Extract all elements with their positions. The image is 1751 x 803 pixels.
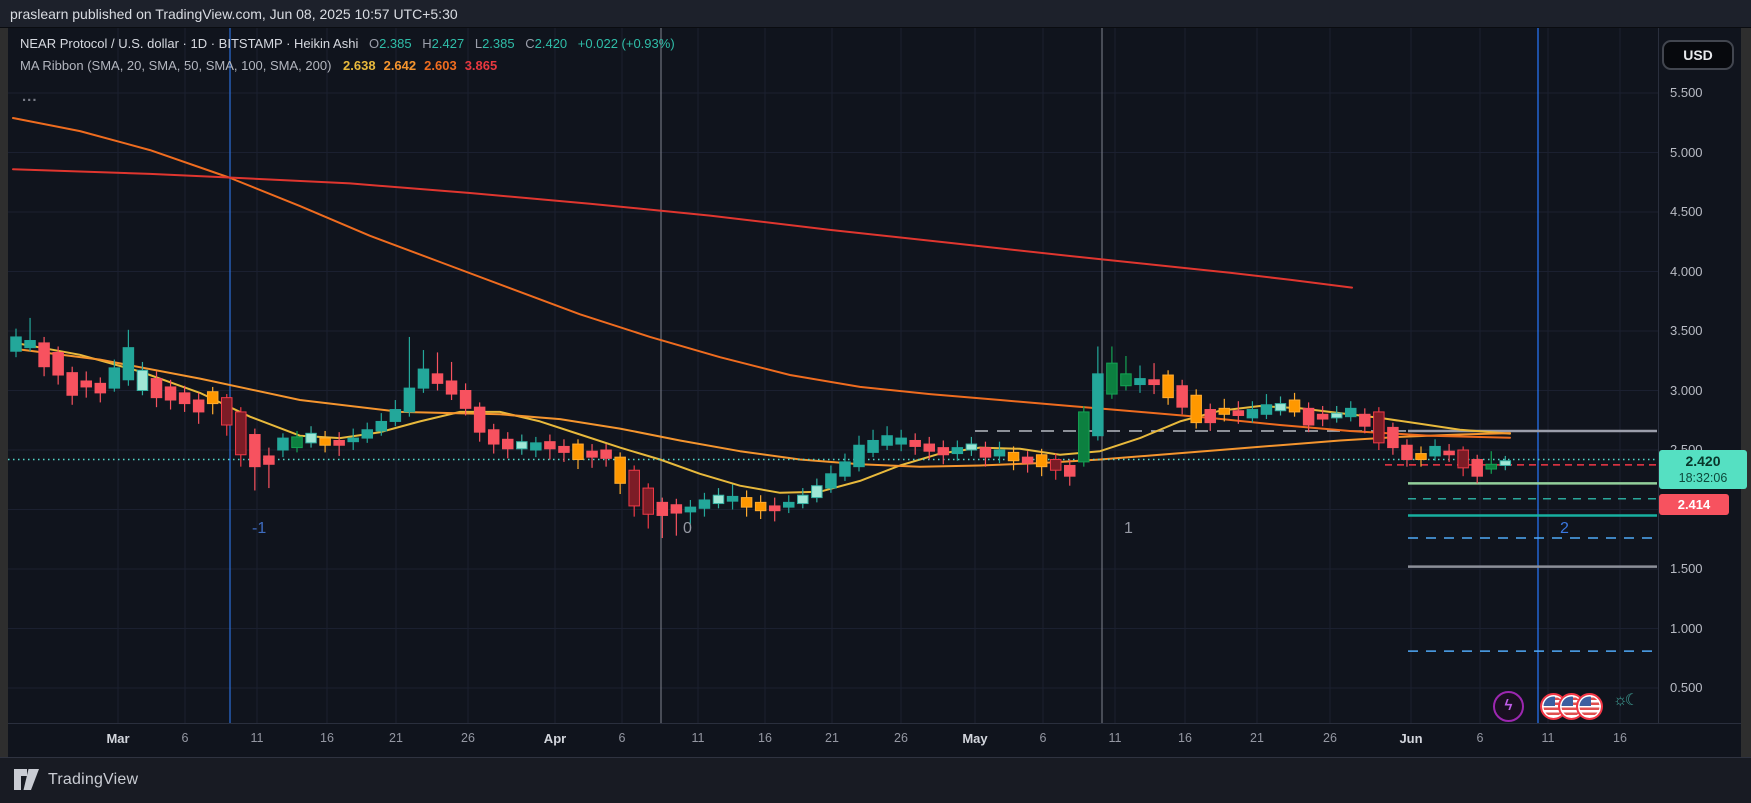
time-tick-label: 11 [1108, 731, 1122, 745]
change-value: +0.022 (+0.93%) [577, 36, 675, 51]
price-axis-column[interactable]: 5.5005.0004.5004.0003.5003.0002.5002.000… [1658, 28, 1741, 723]
ma-ribbon-row[interactable]: MA Ribbon (SMA, 20, SMA, 50, SMA, 100, S… [20, 58, 675, 73]
time-tick-label: Mar [106, 731, 130, 746]
tradingview-logo[interactable]: TradingView [13, 768, 138, 791]
right-edge-gutter [1741, 28, 1751, 757]
ma-value: 2.642 [383, 58, 417, 73]
low-value: 2.385 [482, 36, 515, 51]
price-tick-label: 1.500 [1670, 561, 1703, 576]
publish-banner: praslearn published on TradingView.com, … [0, 0, 1751, 28]
ma-value: 3.865 [464, 58, 498, 73]
low-label: L [474, 36, 483, 51]
symbol-title-row[interactable]: NEAR Protocol / U.S. dollar · 1D · BITST… [20, 36, 675, 51]
chart-plot-background [8, 28, 1658, 723]
price-tick-label: 1.000 [1670, 620, 1703, 636]
close-label: C [525, 36, 535, 51]
current-price-label[interactable]: 2.420 18:32:06 [1659, 450, 1747, 489]
open-value: 2.385 [379, 36, 412, 51]
ma-value: 2.638 [343, 58, 376, 73]
price-tick-label: 3.500 [1670, 323, 1703, 338]
currency-usd-button[interactable]: USD [1662, 40, 1734, 70]
time-tick-label: 21 [389, 731, 403, 745]
price-tick-label: 5.500 [1670, 85, 1703, 100]
tradingview-logo-text: TradingView [48, 770, 139, 788]
bar-countdown: 18:32:06 [1678, 471, 1728, 485]
symbol-title[interactable]: NEAR Protocol / U.S. dollar · 1D · BITST… [20, 36, 359, 51]
time-tick-label: 26 [461, 731, 475, 745]
time-tick-label: 21 [1250, 731, 1264, 745]
cycle-label: -1 [252, 520, 266, 537]
time-axis[interactable]: Mar 6 11 16 21 26 Apr 6 11 16 21 26 May 6 11 16 21 26 Jun 6… [8, 723, 1741, 757]
ma-ribbon-label[interactable]: MA Ribbon (SMA, 20, SMA, 50, SMA, 100, S… [20, 58, 332, 73]
price-tick-label: 4.500 [1670, 204, 1703, 219]
time-tick-label: 6 [618, 731, 626, 745]
open-label: O [368, 36, 380, 51]
power-event-icon[interactable]: ϟ [1493, 691, 1524, 722]
time-tick-label: 6 [181, 731, 189, 745]
cycle-label: 1 [1124, 520, 1133, 537]
sun-moon-icon: ☼☾ [1613, 691, 1639, 709]
time-tick-label: 21 [825, 731, 839, 745]
time-tick-label: 26 [1323, 731, 1337, 745]
time-tick-label: May [962, 731, 988, 746]
cycle-label: 2 [1560, 520, 1569, 537]
timeline-event-icons: ϟ ☼☾ [1493, 691, 1639, 722]
price-tick-label: 5.000 [1670, 144, 1703, 160]
time-tick-label: 11 [250, 731, 264, 745]
price-tick-label: 3.000 [1670, 382, 1703, 398]
ma-ribbon-values: 2.638 2.642 2.603 3.865 [335, 58, 497, 73]
time-tick-label: 16 [320, 731, 334, 745]
current-price-value: 2.420 [1685, 453, 1721, 469]
time-tick-label: 6 [1476, 731, 1484, 745]
time-tick-label: 11 [1541, 731, 1555, 745]
time-tick-label: Jun [1399, 731, 1423, 746]
high-label: H [422, 36, 432, 51]
time-tick-label: 16 [758, 731, 772, 745]
time-tick-label: 16 [1613, 731, 1627, 745]
time-tick-label: 26 [894, 731, 908, 745]
publish-banner-text: praslearn published on TradingView.com, … [10, 6, 458, 22]
high-value: 2.427 [431, 36, 465, 51]
cycle-label: 0 [683, 520, 692, 537]
close-value: 2.420 [534, 36, 568, 51]
price-tick-label: 0.500 [1670, 680, 1703, 695]
time-tick-label: 16 [1178, 731, 1192, 745]
alert-price-label[interactable]: 2.414 [1659, 494, 1729, 515]
time-tick-label: Apr [543, 731, 567, 746]
legend-more-button[interactable]: ... [22, 88, 38, 105]
us-flag-event-icon[interactable] [1576, 693, 1603, 720]
time-tick-label: 6 [1039, 731, 1047, 745]
chart-legend[interactable]: NEAR Protocol / U.S. dollar · 1D · BITST… [20, 36, 675, 73]
price-tick-label: 4.000 [1670, 263, 1703, 279]
left-edge-gutter [0, 28, 8, 757]
tradingview-logo-icon [14, 769, 39, 790]
time-tick-label: 11 [691, 731, 705, 745]
ma-value: 2.603 [424, 58, 457, 73]
footer-bar [0, 757, 1751, 803]
